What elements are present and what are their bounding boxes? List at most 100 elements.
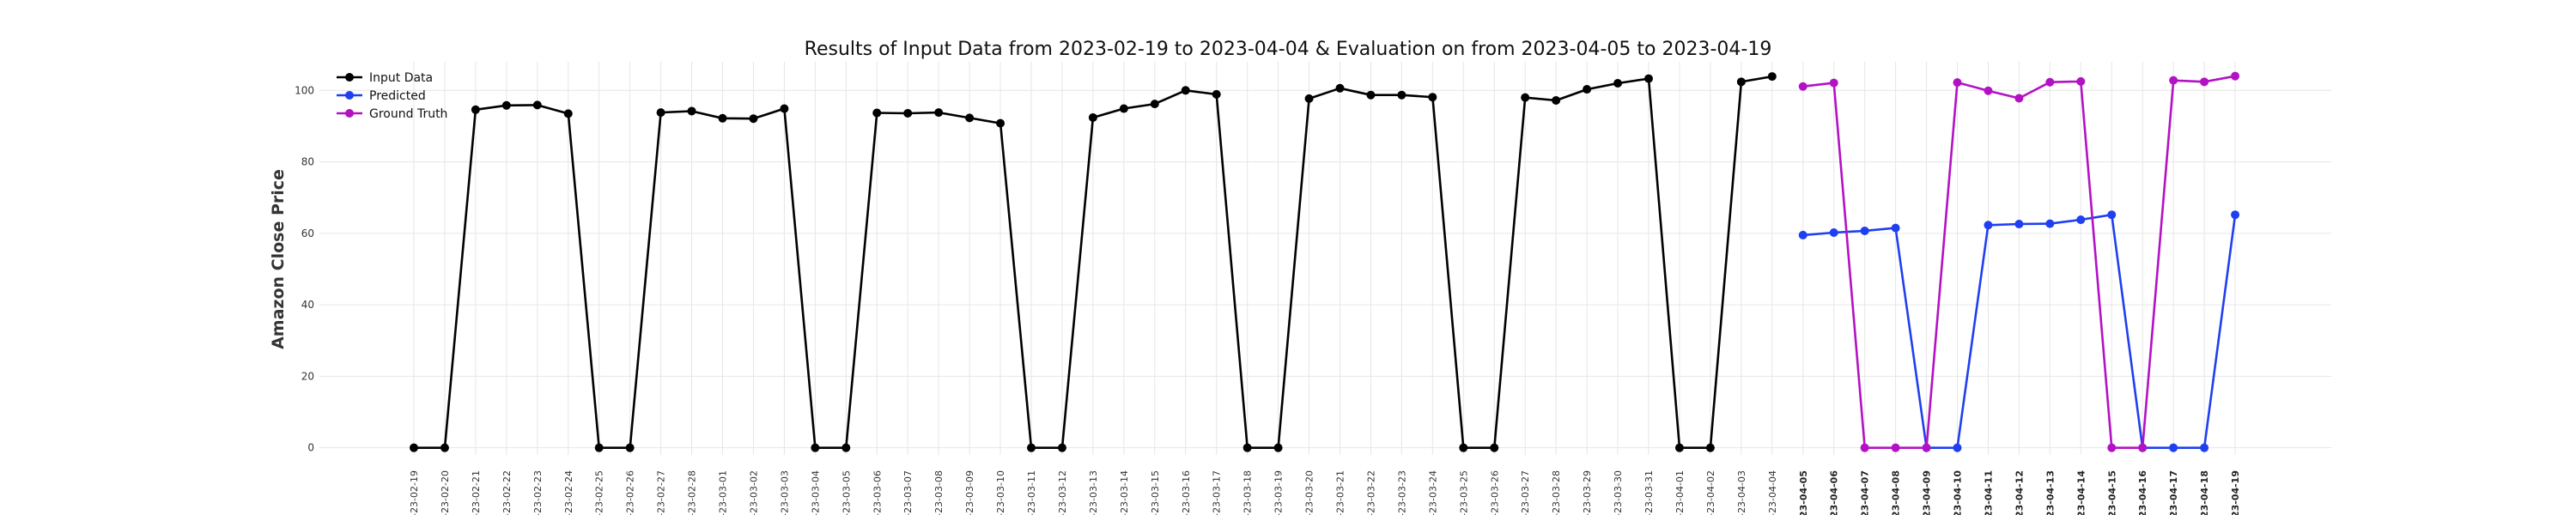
legend-item: Predicted [337, 89, 426, 103]
x-tick-label: -23-03-19 [1273, 470, 1285, 515]
x-tick-label: -23-03-15 [1150, 470, 1161, 515]
y-tick-label: 100 [295, 84, 314, 96]
data-point [2231, 210, 2240, 220]
x-tick-label: -23-04-01 [1674, 470, 1686, 515]
series-layer [410, 71, 2240, 452]
x-tick-label: -23-04-08 [1891, 470, 1902, 515]
y-tick-label: 20 [301, 370, 314, 382]
data-point [1953, 78, 1962, 88]
x-tick-label: -23-03-06 [872, 470, 883, 515]
data-point [1891, 443, 1900, 452]
x-tick-label: -23-04-12 [2014, 470, 2025, 515]
x-tick-label: -23-02-20 [440, 470, 451, 515]
legend-label: Input Data [369, 71, 433, 85]
x-tick-label: -23-03-14 [1119, 470, 1130, 515]
data-point [718, 113, 727, 123]
x-tick-label: -23-04-09 [1922, 470, 1933, 515]
data-point [2231, 71, 2240, 81]
x-tick-label: -23-03-07 [902, 470, 914, 515]
data-point [625, 443, 635, 452]
data-point [1798, 230, 1807, 239]
data-point [2045, 77, 2055, 87]
x-tick-label: -23-02-19 [409, 470, 420, 515]
x-tick-label: -23-04-04 [1767, 470, 1778, 515]
x-tick-label: -23-03-13 [1088, 470, 1099, 515]
x-tick-label: -23-02-26 [625, 470, 636, 515]
data-point [2200, 443, 2209, 452]
legend: Input Data Predicted Ground Truth [337, 71, 447, 121]
data-point [2107, 443, 2117, 452]
y-tick-label: 40 [301, 299, 314, 311]
data-point [1674, 443, 1684, 452]
grid-layer [319, 62, 2331, 455]
data-point [1304, 94, 1314, 103]
data-point [1490, 443, 1499, 452]
x-tick-label: -23-03-09 [964, 470, 975, 515]
x-tick-label: -23-04-03 [1736, 470, 1747, 515]
legend-item: Input Data [337, 71, 433, 85]
x-tick-label: -23-02-25 [594, 470, 605, 515]
data-point [1953, 443, 1962, 452]
data-point [1552, 95, 1561, 105]
x-tick-label: -23-03-05 [841, 470, 852, 515]
x-tick-label: -23-04-15 [2106, 470, 2117, 515]
data-point [656, 108, 665, 118]
x-tick-label: -23-02-21 [471, 470, 482, 515]
data-point [841, 443, 851, 452]
x-tick-label: -23-03-30 [1613, 470, 1624, 515]
legend-marker [345, 91, 354, 100]
data-point [1922, 443, 1931, 452]
x-tick-label: -23-02-23 [532, 470, 544, 515]
ticks-layer: -23-02-19 -23-02-20 -23-02-21 -23-02-22 -23-… [295, 84, 2241, 515]
data-point [749, 114, 758, 124]
x-tick-label: -23-03-20 [1304, 470, 1315, 515]
x-tick-label: -23-03-24 [1427, 470, 1438, 515]
data-point [2076, 76, 2086, 86]
data-point [563, 109, 573, 118]
x-tick-label: -23-04-06 [1829, 470, 1840, 515]
data-point [1088, 112, 1097, 122]
data-point [780, 104, 789, 113]
data-point [1057, 443, 1066, 452]
legend-marker [345, 73, 354, 82]
data-point [872, 108, 882, 118]
x-tick-label: -23-03-01 [718, 470, 729, 515]
data-point [2169, 76, 2178, 85]
x-tick-label: -23-03-12 [1057, 470, 1068, 515]
data-point [1829, 78, 1838, 88]
x-tick-label: -23-03-04 [810, 470, 821, 515]
x-tick-label: -23-03-31 [1643, 470, 1655, 515]
y-tick-label: 60 [301, 227, 314, 239]
x-tick-label: -23-03-29 [1582, 470, 1593, 515]
x-tick-label: -23-03-22 [1365, 470, 1376, 515]
y-tick-label: 80 [301, 156, 314, 168]
data-point [1366, 90, 1376, 100]
data-point [440, 443, 449, 452]
x-tick-label: -23-04-05 [1798, 470, 1809, 515]
data-point [2076, 215, 2086, 225]
data-point [532, 100, 542, 110]
x-tick-label: -23-02-22 [501, 470, 513, 515]
data-point [1150, 100, 1159, 109]
data-point [2045, 219, 2055, 228]
legend-marker [345, 109, 354, 118]
legend-label: Ground Truth [369, 107, 447, 121]
data-point [687, 106, 696, 116]
data-point [1459, 443, 1468, 452]
data-point [1705, 443, 1715, 452]
x-tick-label: -23-03-25 [1458, 470, 1469, 515]
data-point [1644, 74, 1653, 83]
x-tick-label: -23-04-11 [1983, 470, 1994, 515]
data-point [1027, 443, 1036, 452]
data-point [1767, 72, 1777, 82]
data-point [1335, 83, 1345, 93]
x-tick-label: -23-04-17 [2168, 470, 2179, 515]
legend-item: Ground Truth [337, 107, 447, 121]
x-tick-label: -23-03-18 [1242, 470, 1254, 515]
x-tick-label: -23-02-27 [656, 470, 667, 515]
x-tick-label: -23-04-14 [2075, 470, 2087, 515]
data-point [1736, 77, 1746, 87]
data-point [2014, 94, 2024, 103]
x-tick-label: -23-03-10 [995, 470, 1006, 515]
